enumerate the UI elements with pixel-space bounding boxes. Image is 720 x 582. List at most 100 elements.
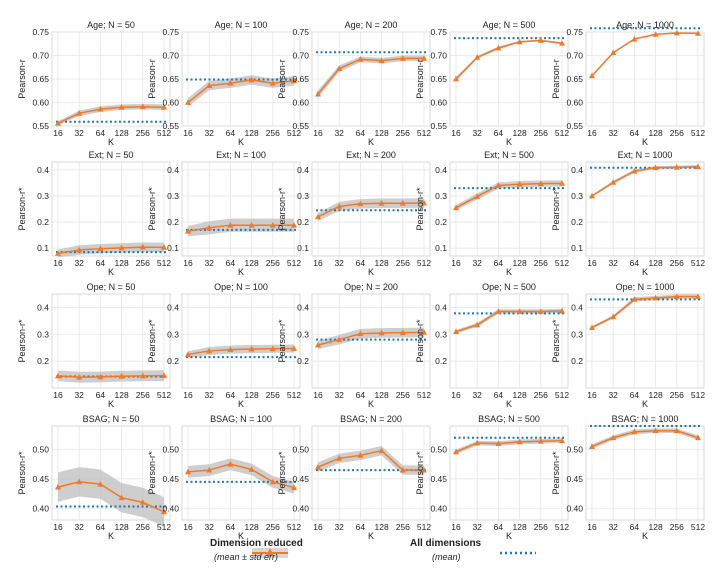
point-r1c2-3 bbox=[378, 200, 385, 206]
x-tick-r3c4-1: 32 bbox=[608, 522, 618, 532]
x-label-r0c1: K bbox=[238, 137, 244, 147]
x-tick-r3c0-4: 256 bbox=[136, 522, 150, 532]
y-tick-r0c1-0: 0.55 bbox=[162, 121, 179, 131]
series-line-r2c3 bbox=[455, 310, 563, 333]
y-tick-r3c3-2: 0.50 bbox=[430, 445, 447, 455]
x-tick-r0c1-2: 64 bbox=[226, 128, 236, 138]
point-r0c3-2 bbox=[495, 44, 502, 51]
point-r2c4-1 bbox=[610, 313, 617, 320]
point-r1c0-2 bbox=[97, 245, 104, 252]
y-label-r0c0: Pearson-r bbox=[17, 59, 27, 99]
y-tick-r1c3-2: 0.3 bbox=[435, 191, 447, 201]
point-r0c3-1 bbox=[474, 54, 481, 60]
point-r3c1-3 bbox=[248, 466, 255, 472]
y-tick-r1c1-2: 0.3 bbox=[167, 191, 179, 201]
point-r2c0-3 bbox=[118, 372, 125, 379]
panel-title-r0c2: Age; N = 200 bbox=[345, 20, 398, 30]
x-tick-r0c3-2: 64 bbox=[494, 128, 504, 138]
panel-title-r2c1: Ope; N = 100 bbox=[214, 282, 268, 292]
panel-title-r0c3: Age; N = 500 bbox=[483, 20, 536, 30]
y-tick-r1c4-2: 0.3 bbox=[571, 191, 583, 201]
y-tick-r0c1-1: 0.60 bbox=[162, 98, 179, 108]
x-tick-r2c3-0: 16 bbox=[451, 390, 461, 400]
y-tick-r0c3-0: 0.55 bbox=[430, 121, 447, 131]
point-r3c0-5 bbox=[161, 508, 167, 515]
y-label-r3c2: Pearson-r* bbox=[277, 451, 287, 495]
panel-title-r1c2: Ext; N = 200 bbox=[346, 150, 396, 160]
x-tick-r1c4-1: 32 bbox=[608, 258, 618, 268]
point-r1c2-2 bbox=[357, 200, 364, 207]
point-r2c4-4 bbox=[673, 293, 680, 300]
legend-swatch-blue bbox=[500, 551, 536, 555]
x-tick-r1c2-5: 512 bbox=[417, 258, 431, 268]
panel-title-r3c2: BSAG; N = 200 bbox=[340, 414, 402, 424]
x-tick-r0c0-2: 64 bbox=[96, 128, 106, 138]
point-r2c4-3 bbox=[652, 294, 659, 301]
y-label-r0c1: Pearson-r bbox=[147, 59, 157, 99]
x-tick-r0c4-3: 128 bbox=[649, 128, 663, 138]
y-tick-r0c2-1: 0.60 bbox=[292, 98, 309, 108]
x-tick-r0c0-0: 16 bbox=[53, 128, 63, 138]
error-band-r3c1 bbox=[188, 458, 294, 494]
series-line-r3c2 bbox=[317, 449, 424, 471]
x-tick-r0c3-0: 16 bbox=[451, 128, 461, 138]
x-tick-r1c2-1: 32 bbox=[334, 258, 344, 268]
x-tick-r3c3-4: 256 bbox=[534, 522, 548, 532]
point-r3c0-4 bbox=[139, 499, 146, 505]
point-r1c2-5 bbox=[421, 199, 427, 206]
point-r1c2-4 bbox=[399, 200, 406, 206]
y-label-r2c0: Pearson-r* bbox=[17, 319, 27, 363]
x-tick-r2c2-0: 16 bbox=[313, 390, 323, 400]
y-tick-r1c3-1: 0.2 bbox=[435, 217, 447, 227]
point-r0c2-2 bbox=[357, 56, 364, 62]
x-tick-r3c0-5: 512 bbox=[157, 522, 171, 532]
x-tick-r0c2-3: 128 bbox=[375, 128, 389, 138]
x-tick-r3c0-0: 16 bbox=[53, 522, 63, 532]
point-r2c0-0 bbox=[55, 372, 61, 379]
y-tick-r2c0-0: 0.2 bbox=[37, 356, 49, 366]
series-line-r1c0 bbox=[57, 246, 165, 255]
y-tick-r2c1-1: 0.3 bbox=[167, 329, 179, 339]
x-tick-r1c0-2: 64 bbox=[96, 258, 106, 268]
error-band-r2c1 bbox=[188, 344, 294, 358]
y-label-r1c4: Pearson-r* bbox=[551, 187, 561, 231]
point-r3c1-5 bbox=[291, 484, 297, 491]
plot-area-r1c4 bbox=[585, 161, 705, 257]
x-tick-r0c3-3: 128 bbox=[513, 128, 527, 138]
y-label-r3c1: Pearson-r* bbox=[147, 451, 157, 495]
y-tick-r3c4-1: 0.45 bbox=[566, 474, 583, 484]
x-tick-r3c3-2: 64 bbox=[494, 522, 504, 532]
y-tick-r3c3-0: 0.40 bbox=[430, 503, 447, 513]
y-tick-r3c0-1: 0.45 bbox=[32, 474, 49, 484]
panel-title-r3c4: BSAG; N = 1000 bbox=[612, 414, 679, 424]
y-tick-r2c3-1: 0.3 bbox=[435, 329, 447, 339]
y-tick-r0c1-2: 0.65 bbox=[162, 74, 179, 84]
x-tick-r1c2-0: 16 bbox=[313, 258, 323, 268]
y-tick-r1c0-2: 0.3 bbox=[37, 191, 49, 201]
x-tick-r2c0-0: 16 bbox=[53, 390, 63, 400]
point-r2c0-2 bbox=[97, 373, 104, 380]
y-tick-r3c3-1: 0.45 bbox=[430, 474, 447, 484]
plot-area-r1c3 bbox=[449, 161, 569, 257]
panel-title-r3c1: BSAG; N = 100 bbox=[210, 414, 272, 424]
x-tick-r3c1-3: 128 bbox=[245, 522, 259, 532]
x-tick-r3c3-1: 32 bbox=[472, 522, 482, 532]
point-r0c1-2 bbox=[227, 80, 234, 86]
x-tick-r1c3-0: 16 bbox=[451, 258, 461, 268]
point-r1c2-0 bbox=[315, 213, 321, 220]
x-tick-r1c0-3: 128 bbox=[115, 258, 129, 268]
error-band-r3c2 bbox=[318, 445, 424, 475]
x-tick-r2c4-1: 32 bbox=[608, 390, 618, 400]
x-tick-r0c0-4: 256 bbox=[136, 128, 150, 138]
y-tick-r1c2-2: 0.3 bbox=[297, 191, 309, 201]
x-tick-r3c2-0: 16 bbox=[313, 522, 323, 532]
point-r0c1-3 bbox=[248, 76, 255, 83]
x-label-r0c3: K bbox=[506, 137, 512, 147]
x-tick-r0c2-4: 256 bbox=[396, 128, 410, 138]
x-tick-r3c4-0: 16 bbox=[587, 522, 597, 532]
x-tick-r2c3-1: 32 bbox=[472, 390, 482, 400]
point-r1c4-2 bbox=[631, 167, 638, 174]
legend-sub-dimension-reduced: (mean ± std err) bbox=[214, 552, 278, 562]
point-r2c3-2 bbox=[495, 308, 502, 314]
series-line-r3c1 bbox=[187, 463, 295, 489]
